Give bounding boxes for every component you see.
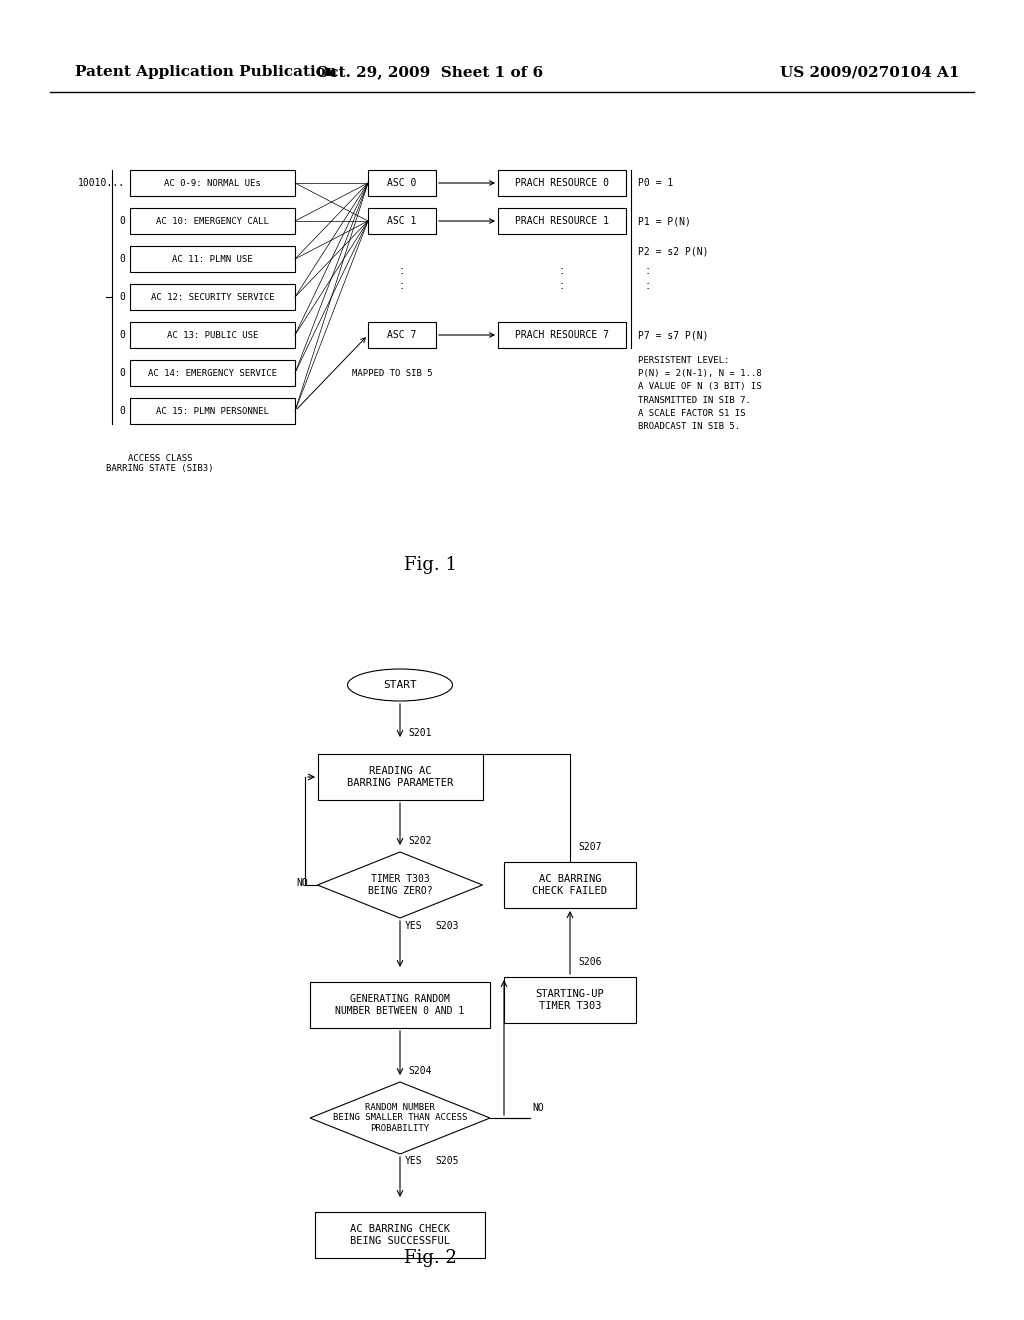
Text: 0: 0 (119, 292, 125, 302)
Polygon shape (317, 851, 482, 917)
Text: P7 = s7 P(N): P7 = s7 P(N) (638, 330, 709, 341)
Bar (130, 284, 295, 310)
Text: NO: NO (296, 878, 308, 888)
Text: AC 14: EMERGENCY SERVICE: AC 14: EMERGENCY SERVICE (148, 368, 278, 378)
Bar (368, 209, 436, 234)
Text: ASC 7: ASC 7 (387, 330, 417, 341)
Text: 10010...: 10010... (78, 178, 125, 187)
Bar (504, 977, 636, 1023)
Text: AC 10: EMERGENCY CALL: AC 10: EMERGENCY CALL (156, 216, 269, 226)
Bar (130, 399, 295, 424)
Text: :
:: : : (400, 264, 404, 292)
Text: S207: S207 (578, 842, 601, 851)
Text: PERSISTENT LEVEL:
P(N) = 2(N-1), N = 1..8
A VALUE OF N (3 BIT) IS
TRANSMITTED IN: PERSISTENT LEVEL: P(N) = 2(N-1), N = 1..… (638, 356, 762, 432)
Text: AC 13: PUBLIC USE: AC 13: PUBLIC USE (167, 330, 258, 339)
Text: READING AC
BARRING PARAMETER: READING AC BARRING PARAMETER (347, 766, 454, 788)
Text: STARTING-UP
TIMER T303: STARTING-UP TIMER T303 (536, 989, 604, 1011)
Text: PRACH RESOURCE 1: PRACH RESOURCE 1 (515, 216, 609, 226)
Text: US 2009/0270104 A1: US 2009/0270104 A1 (780, 65, 959, 79)
Text: S201: S201 (408, 729, 431, 738)
Bar (310, 982, 490, 1028)
Text: RANDOM NUMBER
BEING SMALLER THAN ACCESS
PROBABILITY: RANDOM NUMBER BEING SMALLER THAN ACCESS … (333, 1104, 467, 1133)
Ellipse shape (347, 669, 453, 701)
Text: S204: S204 (408, 1067, 431, 1076)
Bar (130, 246, 295, 272)
Text: YES: YES (406, 921, 423, 931)
Text: AC 0-9: NORMAL UEs: AC 0-9: NORMAL UEs (164, 178, 261, 187)
Text: Oct. 29, 2009  Sheet 1 of 6: Oct. 29, 2009 Sheet 1 of 6 (316, 65, 544, 79)
Text: PRACH RESOURCE 7: PRACH RESOURCE 7 (515, 330, 609, 341)
Polygon shape (310, 1082, 490, 1154)
Bar (315, 1212, 485, 1258)
Text: S202: S202 (408, 836, 431, 846)
Bar (498, 170, 626, 195)
Text: ACCESS CLASS
BARRING STATE (SIB3): ACCESS CLASS BARRING STATE (SIB3) (106, 454, 214, 474)
Text: ASC 1: ASC 1 (387, 216, 417, 226)
Text: AC BARRING
CHECK FAILED: AC BARRING CHECK FAILED (532, 874, 607, 896)
Text: AC BARRING CHECK
BEING SUCCESSFUL: AC BARRING CHECK BEING SUCCESSFUL (350, 1224, 450, 1246)
Text: YES: YES (406, 1156, 423, 1166)
Text: S203: S203 (435, 921, 459, 931)
Bar (504, 862, 636, 908)
Bar (368, 322, 436, 348)
Text: 0: 0 (119, 407, 125, 416)
Text: 0: 0 (119, 253, 125, 264)
Bar (130, 170, 295, 195)
Bar (130, 209, 295, 234)
Text: AC 11: PLMN USE: AC 11: PLMN USE (172, 255, 253, 264)
Bar (368, 170, 436, 195)
Text: ASC 0: ASC 0 (387, 178, 417, 187)
Bar (130, 360, 295, 385)
Text: 0: 0 (119, 368, 125, 378)
Text: NO: NO (532, 1104, 544, 1113)
Text: TIMER T303
BEING ZERO?: TIMER T303 BEING ZERO? (368, 874, 432, 896)
Text: PRACH RESOURCE 0: PRACH RESOURCE 0 (515, 178, 609, 187)
Text: START: START (383, 680, 417, 690)
Bar (498, 209, 626, 234)
Text: 0: 0 (119, 216, 125, 226)
Text: Fig. 2: Fig. 2 (403, 1249, 457, 1267)
Text: GENERATING RANDOM
NUMBER BETWEEN 0 AND 1: GENERATING RANDOM NUMBER BETWEEN 0 AND 1 (336, 994, 465, 1016)
Text: P2 = s2 P(N): P2 = s2 P(N) (638, 246, 709, 256)
Text: AC 15: PLMN PERSONNEL: AC 15: PLMN PERSONNEL (156, 407, 269, 416)
Text: :
:: : : (646, 264, 650, 292)
Text: MAPPED TO SIB 5: MAPPED TO SIB 5 (351, 368, 432, 378)
Text: :
:: : : (560, 264, 564, 292)
Bar (317, 754, 482, 800)
Text: P1 = P(N): P1 = P(N) (638, 216, 691, 226)
Text: P0 = 1: P0 = 1 (638, 178, 673, 187)
Text: AC 12: SECURITY SERVICE: AC 12: SECURITY SERVICE (151, 293, 274, 301)
Text: S205: S205 (435, 1156, 459, 1166)
Bar (130, 322, 295, 348)
Bar (498, 322, 626, 348)
Text: Fig. 1: Fig. 1 (403, 556, 457, 574)
Text: S206: S206 (578, 957, 601, 968)
Text: Patent Application Publication: Patent Application Publication (75, 65, 337, 79)
Text: 0: 0 (119, 330, 125, 341)
